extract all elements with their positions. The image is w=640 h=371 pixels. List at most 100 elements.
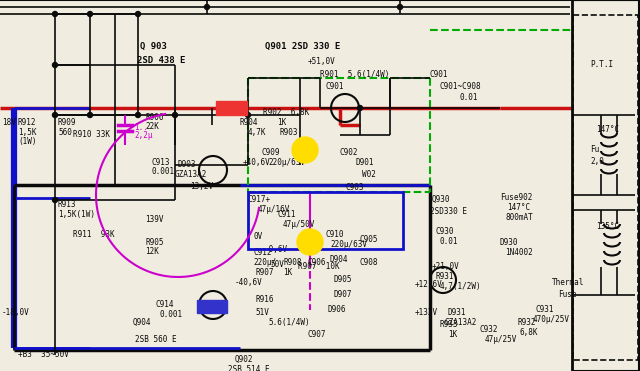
Text: 12K: 12K xyxy=(145,247,159,256)
Text: R901  5.6(1/4W): R901 5.6(1/4W) xyxy=(320,70,389,79)
Text: 0.001: 0.001 xyxy=(160,310,183,319)
Text: C901~C908: C901~C908 xyxy=(440,82,482,91)
Text: R907: R907 xyxy=(255,268,273,277)
Text: 0.01: 0.01 xyxy=(460,93,479,102)
Text: Fu: Fu xyxy=(590,145,599,154)
Text: C930: C930 xyxy=(435,227,454,236)
Text: 2,2μ: 2,2μ xyxy=(134,131,152,140)
Circle shape xyxy=(297,229,323,255)
Text: C905: C905 xyxy=(360,235,378,244)
Text: C909: C909 xyxy=(262,148,280,157)
Text: Fuse902: Fuse902 xyxy=(500,193,532,202)
Text: 0.01: 0.01 xyxy=(440,237,458,246)
Text: R909: R909 xyxy=(58,118,77,127)
Text: R912: R912 xyxy=(18,118,36,127)
Text: C902: C902 xyxy=(340,148,358,157)
Text: R916: R916 xyxy=(255,295,273,304)
Text: C901: C901 xyxy=(430,70,449,79)
Text: 1K: 1K xyxy=(277,118,286,127)
Text: 0.001: 0.001 xyxy=(152,167,175,176)
Text: 47μ/50V: 47μ/50V xyxy=(283,220,316,229)
Text: C907: C907 xyxy=(308,330,326,339)
Text: R905: R905 xyxy=(145,238,163,247)
Text: 47μ/16V: 47μ/16V xyxy=(258,205,291,214)
Text: 560: 560 xyxy=(58,128,72,137)
Text: D903: D903 xyxy=(178,160,196,169)
Circle shape xyxy=(173,112,177,118)
Text: D907: D907 xyxy=(333,290,351,299)
Text: 18V: 18V xyxy=(2,118,16,127)
Circle shape xyxy=(88,12,93,16)
Text: +B3  35~50V: +B3 35~50V xyxy=(18,350,69,359)
Text: 2,0: 2,0 xyxy=(590,157,604,166)
Text: +40V: +40V xyxy=(217,101,237,110)
Text: C913: C913 xyxy=(152,158,170,167)
Text: R931: R931 xyxy=(435,272,454,281)
Text: D901: D901 xyxy=(355,158,374,167)
Text: R906: R906 xyxy=(145,113,163,122)
Text: 220μ/63V: 220μ/63V xyxy=(330,240,367,249)
Text: 2SD330 E: 2SD330 E xyxy=(430,207,467,216)
Text: 4,7K: 4,7K xyxy=(248,128,266,137)
Text: 2SB 560 E: 2SB 560 E xyxy=(135,335,177,344)
Text: C910: C910 xyxy=(325,230,344,239)
Text: 1N4002: 1N4002 xyxy=(505,248,532,257)
Text: 220μ/: 220μ/ xyxy=(253,258,276,267)
Circle shape xyxy=(358,105,362,111)
Text: 1,5K(1W): 1,5K(1W) xyxy=(58,210,95,219)
Text: R932: R932 xyxy=(518,318,536,327)
Text: -40,6V: -40,6V xyxy=(235,278,263,287)
Text: C903: C903 xyxy=(345,183,364,192)
Text: 6,8K: 6,8K xyxy=(520,328,538,337)
Text: 220μ/63V: 220μ/63V xyxy=(268,158,305,167)
Text: Q 903: Q 903 xyxy=(140,42,167,51)
Text: 135°C: 135°C xyxy=(596,222,619,231)
FancyBboxPatch shape xyxy=(196,299,227,312)
Text: R933: R933 xyxy=(440,320,458,329)
Text: 470μ/25V: 470μ/25V xyxy=(533,315,570,324)
Text: 2SD 438 E: 2SD 438 E xyxy=(137,56,186,65)
Text: Thermal: Thermal xyxy=(552,278,584,287)
Text: 51V: 51V xyxy=(255,308,269,317)
Text: C911: C911 xyxy=(278,210,296,219)
Text: 13,2V: 13,2V xyxy=(190,182,213,191)
Text: C932: C932 xyxy=(480,325,499,334)
Text: +40,6V: +40,6V xyxy=(243,158,271,167)
Text: D906: D906 xyxy=(328,305,346,314)
Text: C931: C931 xyxy=(535,305,554,314)
Text: 147°C: 147°C xyxy=(507,203,530,212)
Text: -40V: -40V xyxy=(198,300,216,309)
Text: Q930: Q930 xyxy=(432,195,451,204)
Text: R911  93K: R911 93K xyxy=(73,230,115,239)
Text: R904: R904 xyxy=(240,118,259,127)
Text: +12,6V: +12,6V xyxy=(415,280,443,289)
Text: Q902: Q902 xyxy=(235,355,253,364)
Text: D930: D930 xyxy=(500,238,518,247)
Circle shape xyxy=(292,137,318,163)
Text: R907  10K: R907 10K xyxy=(298,262,340,271)
Text: +21,0V: +21,0V xyxy=(432,262,460,271)
Circle shape xyxy=(205,4,209,10)
Text: R902  6,8K: R902 6,8K xyxy=(263,108,309,117)
Text: 5.6(1/4W): 5.6(1/4W) xyxy=(268,318,310,327)
Bar xyxy=(248,192,403,249)
Circle shape xyxy=(52,112,58,118)
Text: -0,6V: -0,6V xyxy=(265,245,288,254)
Text: 1..: 1.. xyxy=(134,123,148,132)
Circle shape xyxy=(246,112,250,118)
Text: +51,0V: +51,0V xyxy=(308,57,336,66)
Text: +132V: +132V xyxy=(415,308,438,317)
Text: 1K: 1K xyxy=(283,268,292,277)
Circle shape xyxy=(52,62,58,68)
Text: 0V: 0V xyxy=(253,232,262,241)
Circle shape xyxy=(397,4,403,10)
Text: 22: 22 xyxy=(304,238,316,248)
Text: Q901 2SD 330 E: Q901 2SD 330 E xyxy=(265,42,340,51)
Circle shape xyxy=(88,112,93,118)
Text: 1K: 1K xyxy=(448,330,457,339)
Text: 139V: 139V xyxy=(145,215,163,224)
Text: R908: R908 xyxy=(283,258,301,267)
FancyBboxPatch shape xyxy=(216,101,246,115)
Circle shape xyxy=(52,12,58,16)
Text: 1,5K: 1,5K xyxy=(18,128,36,137)
